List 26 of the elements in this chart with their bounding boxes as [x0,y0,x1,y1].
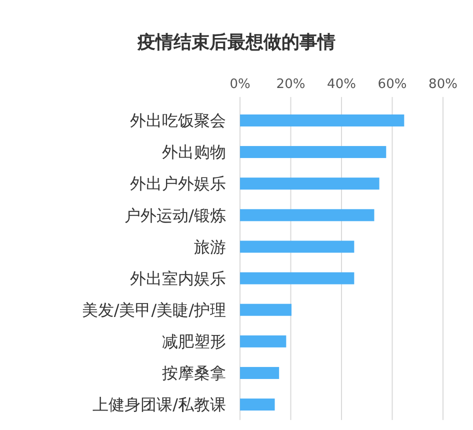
x-tick-label: 80% [428,77,458,92]
y-tick-label: 外出室内娱乐 [130,268,226,288]
bar [240,398,275,411]
bar [240,209,374,222]
y-tick-label: 按摩桑拿 [162,364,226,383]
bar [240,304,292,316]
x-tick-label: 40% [327,77,356,92]
y-tick-label: 旅游 [194,237,226,256]
y-tick-label: 外出户外娱乐 [130,174,226,194]
bar [240,366,280,379]
bar [240,272,354,284]
chart-title: 疫情结束后最想做的事情 [136,32,336,53]
bar [240,178,380,190]
y-tick-label: 美发/美甲/美睫/护理 [82,300,226,320]
y-tick-label: 户外运动/锻炼 [124,206,226,225]
x-tick-label: 0% [230,77,250,92]
x-tick-label: 20% [276,77,306,92]
y-tick-label: 上健身团课/私教课 [92,395,226,414]
bar [240,240,354,253]
y-tick-label: 减肥塑形 [162,332,226,352]
x-tick-label: 60% [378,77,407,92]
bar [240,335,286,348]
bar [240,114,404,126]
y-tick-label: 外出购物 [162,142,226,162]
y-tick-label: 外出吃饭聚会 [130,111,226,130]
bar [240,146,386,158]
